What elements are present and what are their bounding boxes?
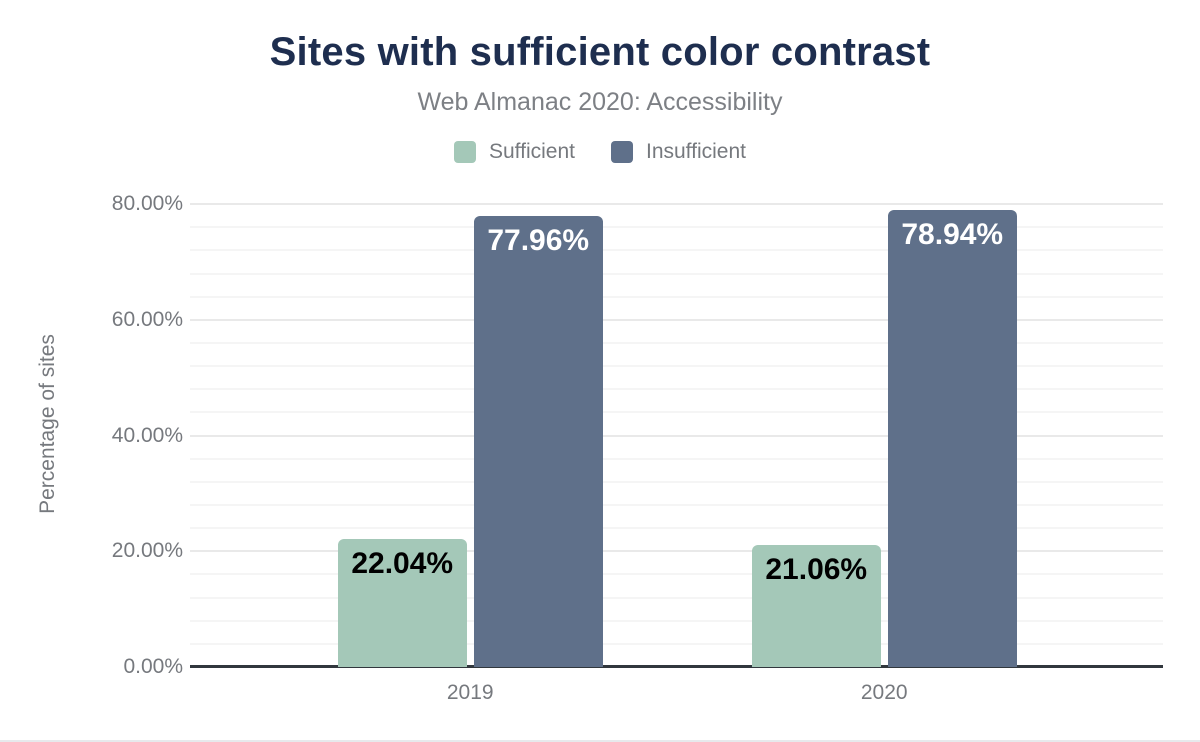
x-axis-label-2020: 2020	[860, 681, 908, 704]
bar-insufficient-2019: 77.96%	[473, 215, 603, 667]
minor-gridline	[190, 573, 1163, 576]
legend-label: Insufficient	[645, 140, 746, 163]
minor-gridline	[190, 226, 1163, 229]
minor-gridline	[190, 272, 1163, 275]
major-gridline	[190, 550, 1163, 553]
bar-sufficient-2020: 21.06%	[751, 545, 881, 667]
minor-gridline	[190, 619, 1163, 622]
minor-gridline	[190, 596, 1163, 599]
y-tick-label: 0.00%	[123, 655, 183, 678]
bar-sufficient-2019: 22.04%	[337, 539, 467, 667]
minor-gridline	[190, 457, 1163, 460]
major-gridline	[190, 203, 1163, 206]
bar-insufficient-2020: 78.94%	[887, 210, 1017, 667]
y-tick-label: 80.00%	[111, 192, 183, 216]
y-tick-label: 60.00%	[111, 307, 183, 331]
legend: Sufficient Insufficient	[0, 140, 1200, 164]
chart-title: Sites with sufficient color contrast	[269, 30, 931, 74]
legend-swatch-icon	[453, 141, 476, 163]
bar-value-label: 77.96%	[487, 223, 590, 257]
major-gridline	[190, 318, 1163, 321]
minor-gridline	[190, 411, 1163, 414]
minor-gridline	[190, 504, 1163, 506]
minor-gridline	[190, 342, 1163, 344]
bottom-divider	[0, 740, 1200, 742]
legend-label: Sufficient	[488, 140, 575, 163]
minor-gridline	[190, 388, 1163, 391]
x-axis-label-2019: 2019	[446, 681, 494, 704]
minor-gridline	[190, 365, 1163, 368]
bar-value-label: 22.04%	[351, 547, 454, 581]
bar-value-label: 78.94%	[901, 218, 1004, 252]
legend-item-insufficient: Insufficient	[610, 140, 746, 164]
legend-swatch-icon	[610, 141, 633, 163]
bar-value-label: 21.06%	[765, 553, 868, 587]
minor-gridline	[190, 249, 1163, 252]
minor-gridline	[190, 642, 1163, 645]
minor-gridline	[190, 295, 1163, 298]
y-tick-label: 20.00%	[111, 539, 183, 563]
legend-item-sufficient: Sufficient	[453, 140, 575, 164]
major-gridline	[190, 434, 1163, 437]
minor-gridline	[190, 480, 1163, 483]
x-axis-line	[190, 665, 1163, 668]
y-tick-label: 40.00%	[111, 423, 183, 447]
chart-subtitle: Web Almanac 2020: Accessibility	[417, 88, 783, 116]
minor-gridline	[190, 527, 1163, 530]
